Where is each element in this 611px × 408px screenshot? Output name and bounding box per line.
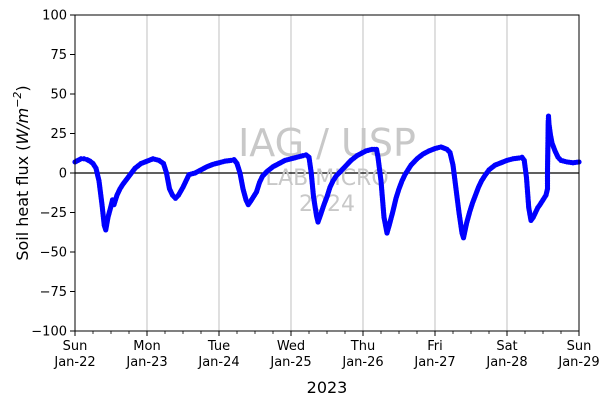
x-tick-date: Jan-25 xyxy=(269,355,311,370)
y-tick-label: −50 xyxy=(40,246,67,261)
watermark-line-2: LAB MICRO xyxy=(265,166,388,191)
x-tick-label: Fri Jan-27 xyxy=(413,339,455,370)
x-tick-label: Tue Jan-24 xyxy=(197,339,239,370)
y-tick-label: −75 xyxy=(40,285,67,300)
x-tick-day: Sun xyxy=(63,339,88,354)
y-tick-label: −100 xyxy=(31,325,67,340)
x-tick-day: Sat xyxy=(496,339,517,354)
x-tick-date: Jan-26 xyxy=(341,355,383,370)
watermark: IAG / USP LAB MICRO 2024 xyxy=(238,121,416,217)
y-axis-title-close: ) xyxy=(13,85,32,91)
x-axis-title: 2023 xyxy=(307,378,348,397)
x-tick-date: Jan-24 xyxy=(197,355,239,370)
x-tick-label: Sun Jan-22 xyxy=(53,339,95,370)
x-tick-day: Mon xyxy=(133,339,160,354)
x-tick-day: Tue xyxy=(207,339,230,354)
x-tick-date: Jan-29 xyxy=(557,355,599,370)
y-tick-label: 100 xyxy=(42,9,67,24)
data-series xyxy=(72,113,582,241)
y-axis-title: Soil heat flux (W/m−2) xyxy=(11,85,32,260)
y-tick-label: −25 xyxy=(40,206,67,221)
x-tick-date: Jan-22 xyxy=(53,355,95,370)
y-axis-title-base: Soil heat flux ( xyxy=(13,145,32,261)
watermark-line-1: IAG / USP xyxy=(238,121,416,165)
y-axis-title-unit: W/m xyxy=(13,108,32,145)
x-tick-day: Wed xyxy=(277,339,305,354)
x-tick-date: Jan-27 xyxy=(413,355,455,370)
y-tick-label: 75 xyxy=(50,48,67,63)
x-tick-label: Sat Jan-28 xyxy=(485,339,527,370)
x-tick-date: Jan-28 xyxy=(485,355,527,370)
x-tick-day: Sun xyxy=(567,339,592,354)
x-tick-date: Jan-23 xyxy=(125,355,167,370)
y-axis: −100 −75 −50 −25 0 25 50 75 100 xyxy=(31,9,75,340)
x-tick-day: Fri xyxy=(427,339,443,354)
x-tick-label: Mon Jan-23 xyxy=(125,339,167,370)
y-tick-label: 50 xyxy=(50,88,67,103)
x-tick-day: Thu xyxy=(350,339,375,354)
y-tick-label: 0 xyxy=(59,167,67,182)
x-tick-label: Thu Jan-26 xyxy=(341,339,383,370)
y-axis-title-exponent: −2 xyxy=(11,92,24,108)
y-tick-label: 25 xyxy=(50,127,67,142)
x-tick-label: Wed Jan-25 xyxy=(269,339,311,370)
x-tick-label: Sun Jan-29 xyxy=(557,339,599,370)
